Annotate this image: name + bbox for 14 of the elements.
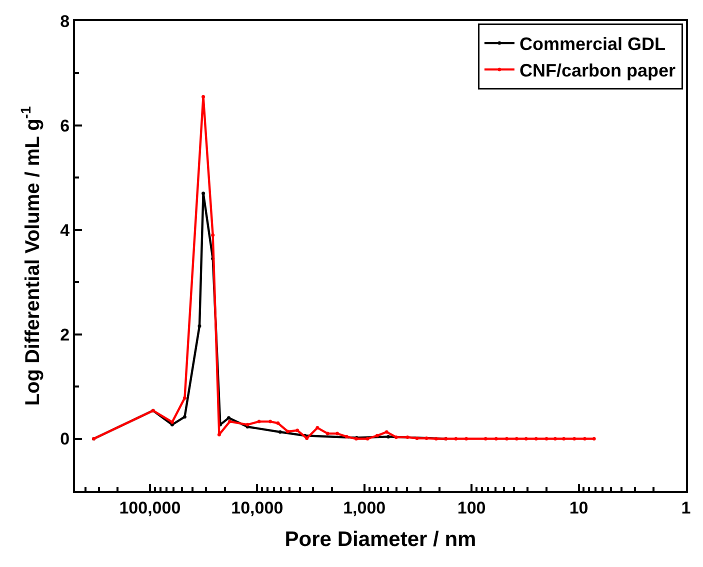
x-tick-label: 100 <box>457 498 486 518</box>
x-tick-label: 10 <box>569 498 588 518</box>
legend-label: CNF/carbon paper <box>519 60 676 80</box>
x-tick-label: 100,000 <box>119 498 181 518</box>
y-tick-label: 4 <box>60 220 70 240</box>
x-axis-title: Pore Diameter / nm <box>284 528 476 552</box>
y-tick-label: 8 <box>60 12 70 31</box>
y-tick-label: 0 <box>60 430 70 449</box>
y-tick-label: 6 <box>60 116 70 136</box>
y-tick-label: 2 <box>60 325 70 344</box>
legend-label: Commercial GDL <box>519 34 666 54</box>
x-tick-label: 1 <box>681 498 691 518</box>
x-tick-label: 1,000 <box>343 498 386 518</box>
x-tick-label: 10,000 <box>231 498 284 518</box>
